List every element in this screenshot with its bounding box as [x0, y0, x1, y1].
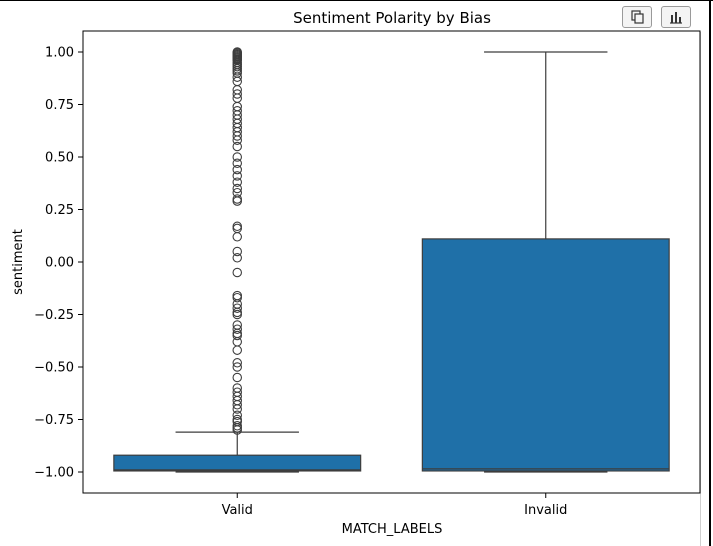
outlier-point	[232, 404, 243, 414]
y-tick-label: −0.75	[34, 413, 74, 428]
outlier-point	[232, 292, 243, 303]
outlier-point	[232, 358, 243, 368]
box-invalid	[421, 238, 670, 472]
y-tick-label: 0.75	[45, 98, 74, 113]
outlier-point	[232, 253, 243, 263]
outlier-point	[232, 183, 243, 194]
outlier-point	[232, 246, 243, 257]
outlier-point	[232, 400, 243, 410]
outlier-point	[232, 135, 243, 145]
outlier-point	[232, 177, 243, 187]
copy-icon	[631, 10, 644, 24]
copy-button[interactable]	[622, 6, 652, 28]
outlier-point	[232, 196, 243, 206]
plot-area-frame	[82, 30, 701, 494]
y-tick-label: 0.50	[45, 151, 74, 166]
y-axis-label: sentiment	[11, 229, 26, 295]
outlier-point	[232, 324, 243, 334]
outlier-point	[232, 171, 243, 181]
x-tick-label: Valid	[222, 503, 253, 518]
outlier-point	[232, 330, 243, 341]
outlier-point	[232, 423, 243, 433]
outlier-point	[232, 345, 243, 355]
window-right-border	[709, 0, 711, 546]
bar-chart-icon	[670, 12, 682, 24]
y-tick-label: −1.00	[34, 466, 74, 481]
outlier-point	[232, 89, 243, 99]
outlier-point	[232, 267, 243, 278]
outlier-point	[232, 158, 243, 169]
outlier-point	[232, 223, 243, 234]
y-tick-label: −0.50	[34, 361, 74, 376]
y-tick-label: −0.25	[34, 308, 74, 323]
outlier-point	[232, 362, 243, 372]
outlier-point	[232, 141, 243, 152]
outlier-point	[232, 372, 243, 383]
outlier-point	[232, 303, 243, 313]
outlier-point	[232, 164, 243, 175]
outlier-point	[232, 152, 243, 162]
outlier-point	[232, 72, 243, 82]
outlier-point	[232, 131, 243, 141]
y-tick-label: 0.25	[45, 203, 74, 218]
outlier-point	[232, 425, 243, 435]
box-valid	[113, 454, 362, 472]
outlier-point	[232, 410, 243, 421]
chart-title: Sentiment Polarity by Bias	[293, 9, 491, 27]
window-top-border	[0, 0, 713, 1]
outlier-point	[232, 337, 243, 347]
x-tick-label: Invalid	[524, 503, 567, 518]
outlier-point	[232, 194, 243, 204]
outlier-point	[232, 221, 243, 232]
outlier-point	[232, 290, 243, 301]
outlier-point	[232, 309, 243, 320]
x-axis-label: MATCH_LABELS	[342, 522, 443, 537]
y-tick-label: 0.00	[45, 256, 74, 271]
chart-button[interactable]	[661, 6, 691, 28]
outlier-point	[232, 232, 243, 242]
y-tick-label: 1.00	[45, 46, 74, 61]
